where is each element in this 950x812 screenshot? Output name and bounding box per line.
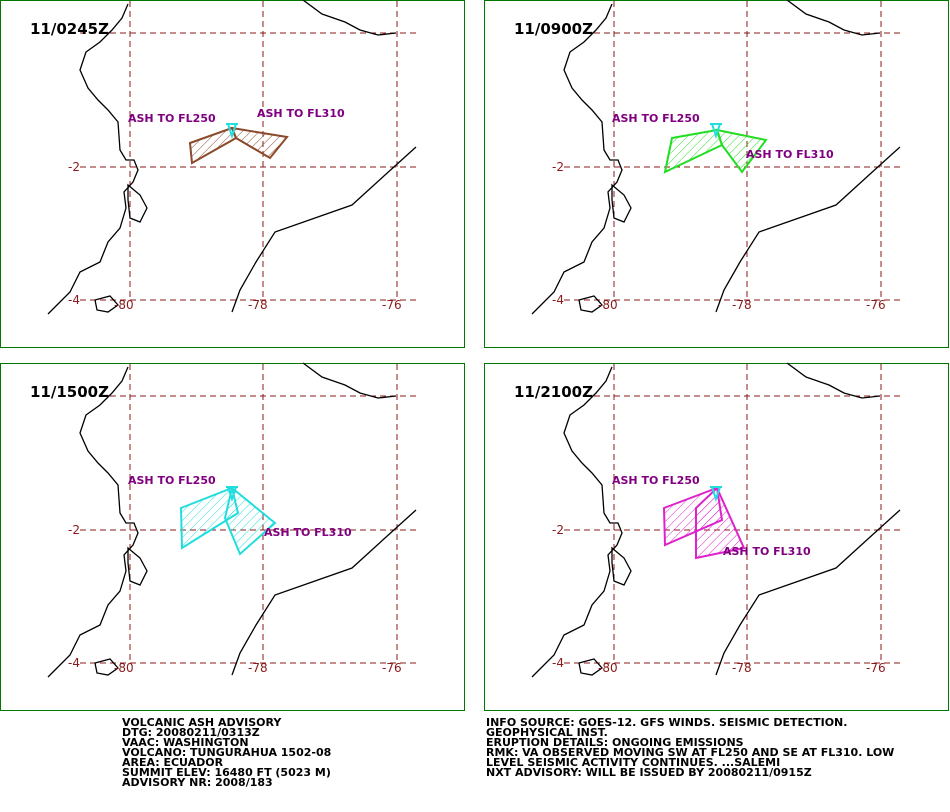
advisory-line: NXT ADVISORY: WILL BE ISSUED BY 20080211… bbox=[486, 766, 812, 779]
ash-label: ASH TO FL310 bbox=[746, 148, 834, 161]
advisory-line: DTG: 20080211/0313Z bbox=[122, 726, 260, 739]
lat-label: -2 bbox=[552, 160, 564, 174]
map-panel: -2 -4 -80 -78 -76 11/2100Z ASH TO FL250 ASH TO … bbox=[484, 362, 949, 711]
coastline bbox=[47, 3, 139, 315]
coastline bbox=[715, 509, 901, 676]
lon-label: -80 bbox=[598, 298, 618, 312]
lon-label: -76 bbox=[382, 298, 402, 312]
advisory-line: VOLCANIC ASH ADVISORY bbox=[122, 716, 282, 729]
lat-label: -4 bbox=[68, 656, 80, 670]
panel-border bbox=[484, 0, 949, 348]
panel-border bbox=[484, 363, 949, 711]
volcano-marker bbox=[710, 486, 722, 503]
coastline bbox=[786, 0, 881, 36]
lon-label: -76 bbox=[866, 298, 886, 312]
ash-label: ASH TO FL250 bbox=[612, 474, 700, 487]
coastline bbox=[578, 658, 603, 676]
advisory-line: LEVEL SEISMIC ACTIVITY CONTINUES. ...SAL… bbox=[486, 756, 780, 769]
map-panel: -2 -4 -80 -78 -76 11/0245Z ASH TO FL250 ASH TO … bbox=[0, 0, 465, 348]
coastline bbox=[231, 509, 417, 676]
ash-label: ASH TO FL310 bbox=[723, 545, 811, 558]
coastline bbox=[611, 546, 632, 586]
panel-time: 11/0245Z bbox=[30, 20, 109, 38]
panel-border bbox=[0, 363, 465, 711]
volcano-marker bbox=[226, 486, 238, 503]
lat-label: -4 bbox=[552, 293, 564, 307]
ash-area bbox=[695, 486, 746, 560]
map-panel: -2 -4 -80 -78 -76 11/1500Z ASH TO FL250 ASH TO … bbox=[0, 362, 465, 711]
lon-label: -78 bbox=[732, 298, 752, 312]
lat-label: -4 bbox=[68, 293, 80, 307]
ash-label: ASH TO FL310 bbox=[264, 526, 352, 539]
coastline bbox=[302, 362, 397, 399]
ash-label: ASH TO FL250 bbox=[612, 112, 700, 125]
coastline bbox=[611, 183, 632, 223]
panel-time: 11/0900Z bbox=[514, 20, 593, 38]
map-panel: -2 -4 -80 -78 -76 11/0900Z ASH TO FL250 ASH TO … bbox=[484, 0, 949, 348]
lon-label: -80 bbox=[598, 661, 618, 675]
coastline bbox=[94, 658, 119, 676]
advisory-line: ERUPTION DETAILS: ONGOING EMISSIONS bbox=[486, 736, 744, 749]
coastline bbox=[531, 3, 623, 315]
coastline bbox=[302, 0, 397, 36]
panel-time: 11/2100Z bbox=[514, 383, 593, 401]
ash-area bbox=[715, 128, 768, 174]
lon-label: -78 bbox=[248, 661, 268, 675]
coastline bbox=[127, 183, 148, 223]
ash-label: ASH TO FL250 bbox=[128, 112, 216, 125]
lat-label: -2 bbox=[68, 523, 80, 537]
advisory-line: ADVISORY NR: 2008/183 bbox=[122, 776, 273, 789]
advisory-line: VAAC: WASHINGTON bbox=[122, 736, 249, 749]
advisory-line: AREA: ECUADOR bbox=[122, 756, 224, 769]
lat-label: -2 bbox=[68, 160, 80, 174]
lon-label: -78 bbox=[248, 298, 268, 312]
coastline bbox=[531, 366, 623, 678]
advisory-line: VOLCANO: TUNGURAHUA 1502-08 bbox=[122, 746, 331, 759]
coastline bbox=[786, 362, 881, 399]
coastline bbox=[94, 295, 119, 313]
advisory-line: GEOPHYSICAL INST. bbox=[486, 726, 608, 739]
coastline bbox=[231, 146, 417, 313]
panel-time: 11/1500Z bbox=[30, 383, 109, 401]
lon-label: -76 bbox=[866, 661, 886, 675]
ash-label: ASH TO FL250 bbox=[128, 474, 216, 487]
advisory-line: INFO SOURCE: GOES-12. GFS WINDS. SEISMIC… bbox=[486, 716, 847, 729]
lon-label: -78 bbox=[732, 661, 752, 675]
ash-area bbox=[230, 126, 289, 160]
lon-label: -80 bbox=[114, 298, 134, 312]
coastline bbox=[578, 295, 603, 313]
volcano-marker bbox=[710, 123, 722, 140]
ash-label: ASH TO FL310 bbox=[257, 107, 345, 120]
ash-area bbox=[223, 486, 277, 556]
volcano-marker bbox=[226, 123, 238, 140]
lon-label: -80 bbox=[114, 661, 134, 675]
coastline bbox=[127, 546, 148, 586]
advisory-line: RMK: VA OBSERVED MOVING SW AT FL250 AND … bbox=[486, 746, 894, 759]
lat-label: -4 bbox=[552, 656, 564, 670]
advisory-line: SUMMIT ELEV: 16480 FT (5023 M) bbox=[122, 766, 331, 779]
lat-label: -2 bbox=[552, 523, 564, 537]
lon-label: -76 bbox=[382, 661, 402, 675]
panel-border bbox=[0, 0, 465, 348]
coastline bbox=[715, 146, 901, 313]
coastline bbox=[47, 366, 139, 678]
